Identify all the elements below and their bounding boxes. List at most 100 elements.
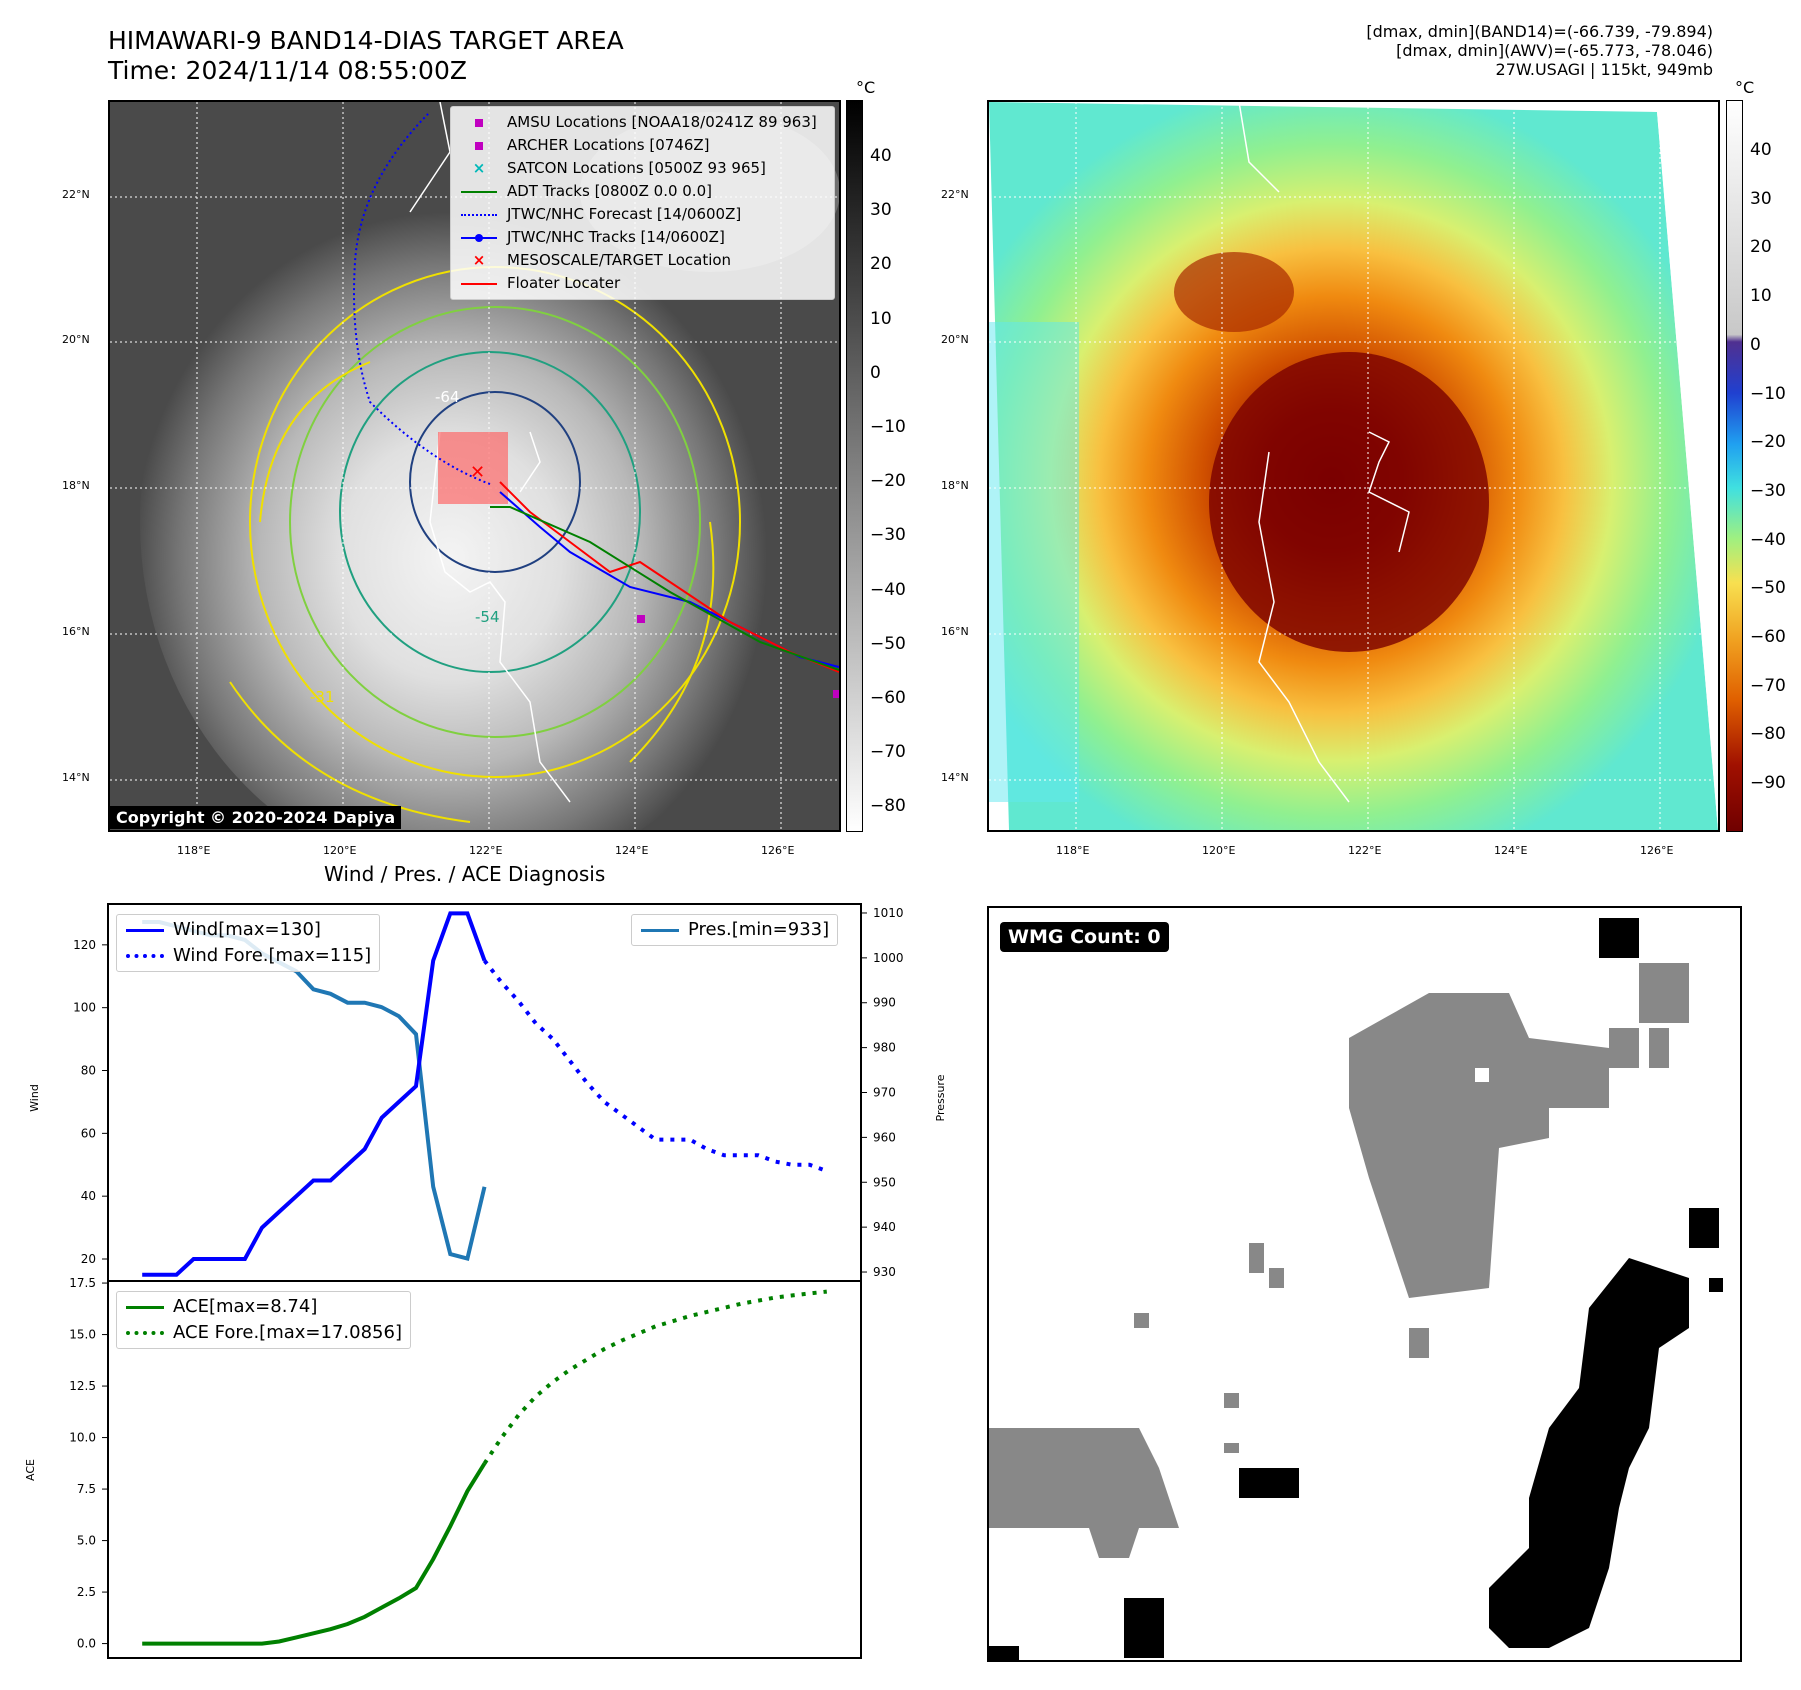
ace-tick-label: 2.5 [77, 1585, 96, 1599]
target-area-box [438, 432, 508, 504]
legend-item-ace: ACE[max=8.74] [125, 1294, 402, 1320]
map-gridlines-right [989, 102, 1718, 830]
legend-item-amsu: AMSU Locations [NOAA18/0241Z 89 963] [459, 111, 826, 134]
colorbar-tick: 10 [1750, 286, 1772, 307]
lon-label: 122°E [1348, 844, 1382, 857]
pressure-tick-label: 1010 [873, 906, 904, 920]
info-awv-range: [dmax, dmin](AWV)=(-65.773, -78.046) [1396, 41, 1713, 60]
pressure-tick-label: 1000 [873, 951, 904, 965]
colorbar-tick: −40 [870, 579, 906, 600]
square-marker-icon [459, 114, 499, 132]
colorbar-tick: −60 [1750, 627, 1786, 647]
colorbar-tick: −20 [1750, 432, 1786, 453]
legend-item-target: × MESOSCALE/TARGET Location [459, 249, 826, 272]
legend-item-satcon: × SATCON Locations [0500Z 93 965] [459, 157, 826, 180]
contour-label-54: -54 [475, 608, 500, 626]
color-colorbar-unit: °C [1735, 78, 1755, 97]
coastline-north-right [1238, 102, 1280, 193]
enhanced-ir-map [987, 100, 1720, 832]
wind-series-0 [142, 911, 487, 1277]
legend-item-adt: ADT Tracks [0800Z 0.0 0.0] [459, 180, 826, 203]
ace-series-1 [482, 1289, 828, 1465]
pressure-legend: Pres.[min=933] [631, 914, 839, 946]
lon-label: 124°E [615, 844, 649, 857]
ace-tick-label: 0.0 [77, 1637, 96, 1651]
legend-item-jtwc-tracks: JTWC/NHC Tracks [14/0600Z] [459, 226, 826, 249]
colorbar-tick: −40 [1750, 529, 1786, 550]
contour-navy [409, 391, 581, 573]
pressure-tick-label: 990 [873, 996, 896, 1010]
wind-tick-label: 120 [73, 938, 96, 952]
line-dot-icon [459, 229, 499, 247]
info-band14-range: [dmax, dmin](BAND14)=(-66.739, -79.894) [1366, 22, 1713, 41]
coastline-right [1258, 431, 1410, 803]
line-icon [125, 921, 165, 939]
lon-label: 124°E [1494, 844, 1528, 857]
legend-item-ace-fore: ACE Fore.[max=17.0856] [125, 1320, 402, 1346]
storm-info: [dmax, dmin](BAND14)=(-66.739, -79.894) … [1366, 22, 1713, 79]
colorbar-tick: −10 [1750, 383, 1786, 404]
ace-tick-label: 10.0 [69, 1431, 96, 1445]
wind-series-1 [482, 959, 828, 1173]
legend-item-floater: Floater Locater [459, 272, 826, 295]
contour-teal [339, 351, 641, 673]
colorbar-tick: −50 [870, 633, 906, 654]
lon-label: 120°E [323, 844, 357, 857]
ace-tick-label: 17.5 [69, 1276, 96, 1290]
pressure-tick-label: 930 [873, 1265, 896, 1279]
outer-convection [1174, 252, 1294, 332]
lat-label: 14°N [62, 771, 90, 784]
ace-plot: 0.0 2.5 5.0 7.5 10.0 12.5 15.0 17.5 [69, 1276, 862, 1659]
colorbar-tick: −10 [870, 417, 906, 437]
target-marker: ✕ [470, 462, 485, 483]
lat-label: 14°N [941, 771, 969, 784]
pressure-tick-label: 940 [873, 1220, 896, 1234]
colorbar-tick: −50 [1750, 578, 1786, 599]
lat-label: 20°N [941, 333, 969, 346]
square-marker-icon [459, 137, 499, 155]
colorbar-tick: −90 [1750, 773, 1786, 794]
colorbar-tick: −20 [870, 471, 906, 492]
colorbar-tick: 0 [870, 362, 881, 383]
x-marker-icon: × [472, 251, 486, 269]
colorbar-tick: −60 [870, 688, 906, 708]
colorbar-tick: −30 [870, 525, 906, 546]
lon-label: 118°E [1056, 844, 1090, 857]
wmg-hole [1475, 1068, 1489, 1082]
gray-colorbar-unit: °C [856, 78, 876, 97]
lat-label: 20°N [62, 333, 90, 346]
colorbar-tick: 40 [1750, 140, 1772, 160]
ace-tick-label: 12.5 [69, 1379, 96, 1393]
lat-label: 16°N [941, 625, 969, 638]
colorbar-tick: 30 [870, 200, 892, 221]
cold-ocean-region [989, 322, 1079, 802]
pressure-tick-label: 950 [873, 1175, 896, 1189]
lon-label: 126°E [761, 844, 795, 857]
line-icon [125, 1298, 165, 1316]
pressure-axis-label: Pressure [934, 1074, 947, 1121]
cdo-core [1209, 352, 1489, 652]
title-line-1: HIMAWARI-9 BAND14-DIAS TARGET AREA [108, 26, 624, 55]
wind-tick-label: 80 [81, 1064, 96, 1078]
lon-label: 118°E [177, 844, 211, 857]
lat-label: 18°N [62, 479, 90, 492]
diagnosis-title: Wind / Pres. / ACE Diagnosis [324, 862, 606, 886]
contour-label-31: -31 [310, 688, 335, 706]
floater-locater-track [499, 481, 839, 673]
pressure-tick-label: 980 [873, 1041, 896, 1055]
color-colorbar [1726, 100, 1743, 832]
colorbar-tick: 30 [1750, 188, 1772, 209]
colorbar-tick: −70 [1750, 675, 1786, 696]
ace-axis-label: ACE [24, 1459, 37, 1481]
line-icon [459, 275, 499, 293]
colorbar-tick: −30 [1750, 480, 1786, 501]
copyright-notice: Copyright © 2020-2024 Dapiya [110, 806, 402, 829]
colorbar-tick: 0 [1750, 334, 1761, 355]
colorbar-tick: 20 [870, 254, 892, 275]
line-icon [640, 921, 680, 939]
ace-tick-label: 7.5 [77, 1482, 96, 1496]
adt-track [490, 506, 839, 671]
colorbar-tick: −80 [1750, 724, 1786, 745]
legend-item-wind-fore: Wind Fore.[max=115] [125, 943, 371, 969]
ace-legend: ACE[max=8.74] ACE Fore.[max=17.0856] [116, 1291, 411, 1349]
